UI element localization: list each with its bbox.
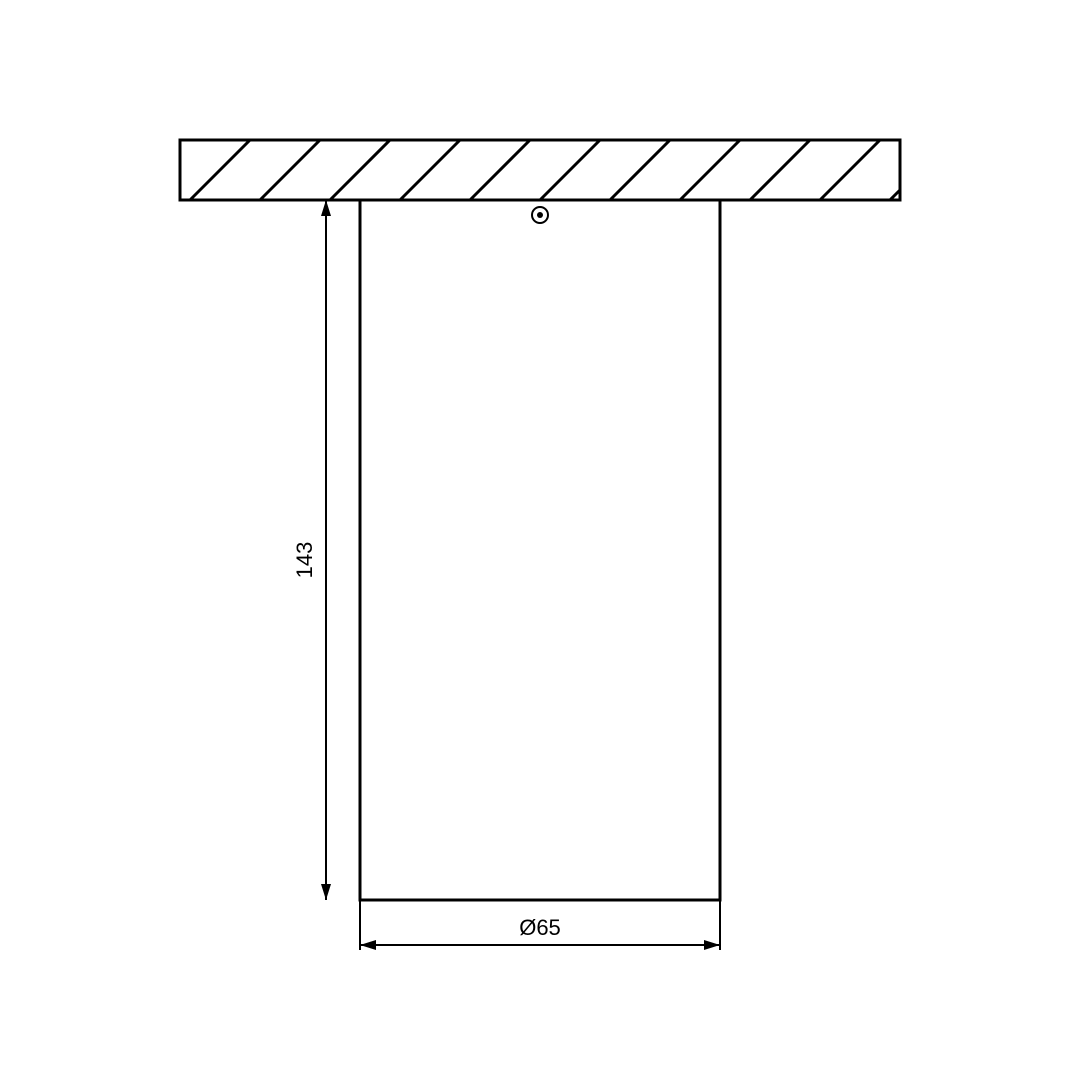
dimension-diameter-label: Ø65: [519, 915, 561, 940]
ceiling-mount: [180, 140, 900, 200]
technical-drawing: 143 Ø65: [0, 0, 1080, 1080]
cylinder-body: [360, 200, 720, 900]
dimension-diameter: Ø65: [360, 900, 720, 950]
dimension-height: 143: [292, 200, 331, 900]
dimension-height-label: 143: [292, 542, 317, 579]
